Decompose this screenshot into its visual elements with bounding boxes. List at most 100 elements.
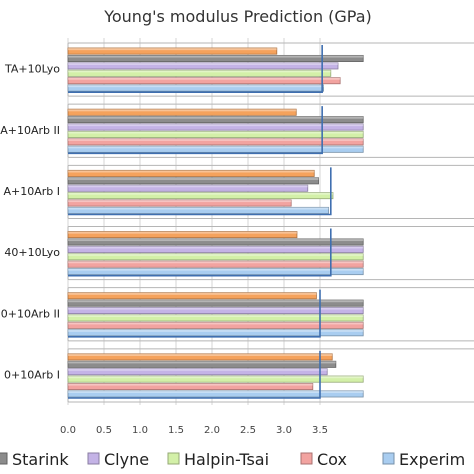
experimental-marker <box>68 45 323 93</box>
grid <box>67 38 321 405</box>
bar <box>67 231 298 239</box>
bar <box>67 253 364 261</box>
category-label: A+10Arb I <box>3 185 60 198</box>
bar-highlight <box>68 238 364 242</box>
experimental-marker <box>68 228 332 277</box>
bar-highlight <box>68 383 313 386</box>
bar-highlight <box>68 123 364 127</box>
bar-highlight <box>68 353 333 356</box>
x-tick-label: 0.0 <box>60 425 76 436</box>
bar <box>67 206 330 214</box>
category-label: 0+10Arb I <box>4 368 60 381</box>
bar <box>67 54 364 62</box>
bar <box>67 84 325 92</box>
experimental-marker <box>68 106 323 155</box>
x-tick-label: 1.0 <box>132 425 148 436</box>
legend-swatch <box>0 452 8 465</box>
category-group-frame <box>67 103 474 158</box>
bar-highlight <box>68 199 292 203</box>
bar <box>67 130 364 138</box>
experimental-marker <box>68 289 321 338</box>
x-tick-label: 1.5 <box>168 425 184 436</box>
bar-highlight <box>68 261 364 264</box>
bar-highlight <box>68 146 364 149</box>
category-labels: TA+10Lyo A+10Arb II A+10Arb I 40+10Lyo 0+10A… <box>0 63 60 382</box>
bar <box>67 292 317 300</box>
bar <box>67 238 364 246</box>
x-tick-label: 3.0 <box>276 425 292 436</box>
bar <box>67 299 364 307</box>
bar <box>67 184 309 192</box>
category-group-frame <box>67 348 474 403</box>
bar-highlight <box>68 322 364 325</box>
bar-highlight <box>68 185 308 188</box>
experimental-marker <box>68 167 332 216</box>
bar-highlight <box>68 84 324 88</box>
bar <box>67 353 333 361</box>
bar-highlight <box>68 329 364 332</box>
category-label: A+10Arb II <box>0 124 60 137</box>
x-tick-label: 2.5 <box>240 425 256 436</box>
bar <box>67 245 364 253</box>
bar <box>67 321 364 329</box>
legend-label: Experim <box>399 450 465 469</box>
bar <box>67 116 364 124</box>
bar <box>67 390 364 398</box>
bar-highlight <box>68 361 336 364</box>
chart-title: Young's modulus Prediction (GPa) <box>103 7 372 26</box>
category-group-frame <box>67 226 474 281</box>
bar <box>67 383 314 391</box>
bars <box>67 47 364 398</box>
bar-highlight <box>68 47 277 51</box>
legend-swatch <box>167 452 180 465</box>
bar-highlight <box>68 368 328 371</box>
experimental-markers <box>68 45 332 399</box>
x-tick-labels: 0.0 0.5 1.0 1.5 2.0 2.5 3.0 3.5 <box>60 425 328 436</box>
legend: Starink Clyne Halpin-Tsai Cox Experim <box>0 450 465 469</box>
bar-highlight <box>68 62 338 65</box>
bar-highlight <box>68 207 329 210</box>
bar <box>67 199 292 207</box>
bar-highlight <box>68 177 319 180</box>
bar-highlight <box>68 231 297 234</box>
bar-highlight <box>68 131 364 134</box>
legend-swatch <box>87 452 100 465</box>
bar <box>67 69 332 77</box>
bar-highlight <box>68 246 364 249</box>
bar-highlight <box>68 292 317 295</box>
bar-highlight <box>68 390 364 393</box>
x-tick-label: 3.5 <box>312 425 328 436</box>
bar-highlight <box>68 70 331 73</box>
bar <box>67 375 364 383</box>
bar <box>67 77 341 85</box>
bar-highlight <box>68 300 364 303</box>
legend-label: Halpin-Tsai <box>184 450 269 469</box>
bar-highlight <box>68 138 364 141</box>
bar <box>67 138 364 146</box>
bar-highlight <box>68 116 364 119</box>
experimental-marker <box>68 350 321 399</box>
bar <box>67 360 337 368</box>
bar-highlight <box>68 170 315 173</box>
legend-label: Starink <box>12 450 69 469</box>
bar <box>67 123 364 131</box>
bar-highlight <box>68 268 364 271</box>
bar <box>67 169 315 177</box>
legend-label: Clyne <box>104 450 149 469</box>
bar-highlight <box>68 253 364 256</box>
bar-highlight <box>68 77 341 80</box>
legend-swatch <box>382 452 395 465</box>
bar <box>67 177 319 185</box>
bar <box>67 268 364 276</box>
bar-highlight <box>68 55 364 58</box>
bar-highlight <box>68 192 333 195</box>
bar <box>67 145 364 153</box>
category-group-frame <box>67 42 474 97</box>
bar <box>67 47 278 55</box>
legend-swatch <box>300 452 313 465</box>
bar <box>67 368 328 376</box>
x-tick-label: 0.5 <box>96 425 112 436</box>
category-label: TA+10Lyo <box>4 63 60 76</box>
bar-highlight <box>68 307 364 310</box>
